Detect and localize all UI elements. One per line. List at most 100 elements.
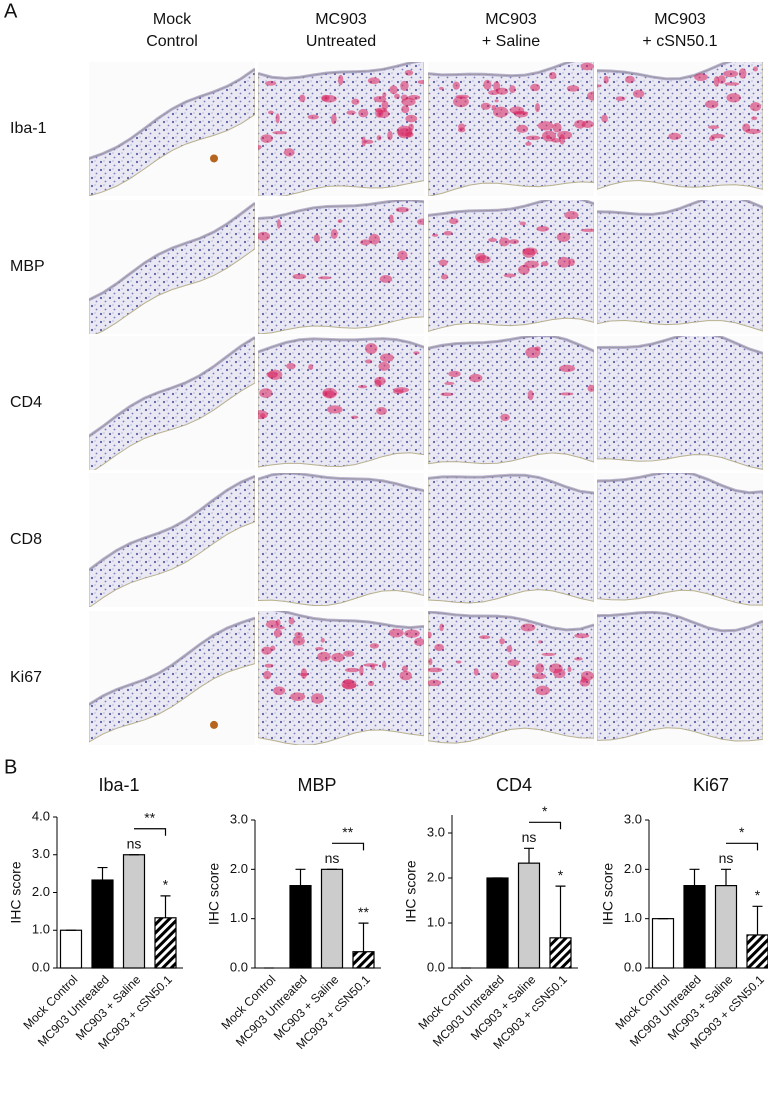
stain [264, 663, 274, 668]
stain [586, 91, 594, 101]
bracket [726, 842, 759, 851]
stain [413, 351, 420, 355]
significance-label: ns [325, 850, 340, 866]
stain [500, 413, 510, 422]
stain [388, 214, 394, 224]
stain [381, 100, 389, 110]
tissue-band [428, 336, 594, 465]
stain [556, 232, 571, 242]
stain [396, 125, 413, 137]
stain [341, 679, 357, 690]
tissue [428, 611, 594, 744]
y-tick-label: 3.0 [230, 811, 248, 826]
bracket [529, 821, 562, 830]
stain [428, 679, 442, 687]
stain [376, 135, 382, 141]
stain [713, 76, 720, 87]
tissue-band [258, 473, 424, 606]
stain [597, 84, 602, 88]
epidermis [258, 337, 424, 354]
stain [717, 75, 726, 84]
stain [388, 628, 404, 638]
stain [431, 233, 439, 237]
stain [541, 130, 557, 142]
bar [549, 937, 572, 969]
stain [322, 390, 328, 397]
histology-image [258, 611, 424, 745]
stain [343, 650, 355, 657]
column-header: MC903 [485, 11, 537, 28]
stain [538, 640, 543, 644]
stain [428, 658, 433, 666]
stain [559, 392, 574, 396]
significance-label: * [558, 867, 564, 883]
error-bar [752, 905, 763, 935]
epidermis [258, 62, 423, 80]
epidermis [89, 67, 255, 160]
stain [367, 680, 375, 687]
epidermis [89, 616, 255, 706]
stain [267, 110, 274, 115]
stain [519, 221, 527, 226]
stain [548, 663, 563, 674]
stain [574, 633, 590, 639]
stain [317, 651, 331, 662]
column-header: MC903 [654, 11, 706, 28]
stain [540, 261, 549, 267]
stain [351, 98, 360, 105]
epidermis [597, 336, 763, 355]
panel-label: A [4, 0, 18, 22]
tissue [89, 336, 255, 470]
tissue [258, 62, 424, 196]
y-tick-label: 1.0 [624, 910, 642, 925]
stain [708, 125, 720, 130]
stain [417, 80, 424, 85]
histology-image [428, 611, 594, 745]
stain [632, 89, 645, 98]
bar [320, 868, 344, 969]
stain [346, 110, 356, 115]
stain [379, 275, 393, 283]
stain [407, 94, 421, 100]
tissue-band [428, 611, 594, 744]
stain [579, 678, 591, 687]
y-axis-label: IHC score [403, 860, 419, 922]
histology-image [258, 62, 424, 196]
tissue [89, 201, 255, 334]
tissue [89, 616, 255, 743]
stain [535, 663, 545, 674]
y-tick-label: 4.0 [32, 808, 50, 823]
column-header: Mock [153, 11, 192, 28]
stain [320, 637, 325, 643]
stain [494, 99, 499, 103]
bracket-label: * [542, 803, 548, 819]
histology-image [258, 336, 424, 470]
histology-image [89, 611, 255, 745]
stain [360, 239, 371, 246]
stain [367, 77, 380, 85]
stain [726, 93, 741, 103]
bar [59, 929, 83, 969]
tissue-band [597, 200, 763, 332]
stain [506, 645, 513, 653]
stain [292, 273, 307, 280]
stain [536, 225, 550, 232]
stain [704, 100, 719, 109]
stain [580, 670, 594, 681]
tissue [89, 67, 255, 196]
histology-image [89, 336, 255, 470]
stain [566, 85, 580, 92]
y-tick-label: 0.0 [32, 959, 50, 974]
stain [361, 136, 366, 147]
stain [509, 85, 516, 94]
tissue-band [428, 474, 594, 604]
error-bar [97, 866, 108, 881]
stain [315, 647, 324, 651]
column-header: + cSN50.1 [642, 33, 717, 50]
stain [266, 371, 278, 378]
chart-title: Iba-1 [98, 775, 139, 795]
tissue [258, 337, 424, 468]
tissue [258, 473, 424, 606]
stain [290, 692, 306, 702]
epidermis [89, 474, 255, 572]
